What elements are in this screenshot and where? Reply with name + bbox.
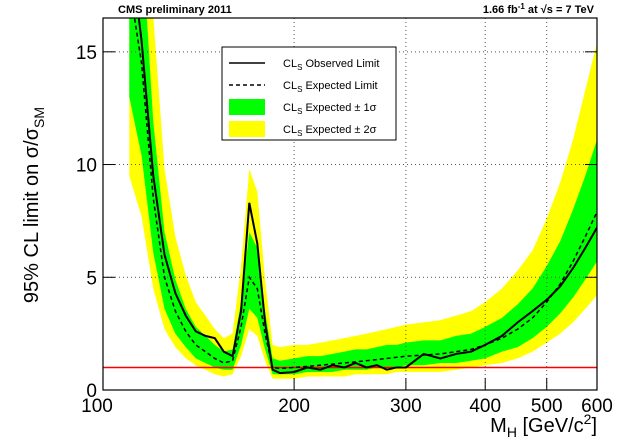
legend-name: Expected ± 2σ [302, 124, 376, 136]
expected-line [133, 18, 597, 370]
y-label-sub: SM [31, 107, 47, 128]
at: at [525, 4, 541, 16]
legend-label: CLS Expected ± 2σ [283, 124, 377, 138]
legend-name: Expected Limit [302, 80, 377, 92]
x-tick-label: 400 [469, 396, 501, 417]
curves [103, 18, 597, 375]
energy: √s = 7 TeV [541, 4, 595, 16]
x-tick-label: 200 [278, 396, 310, 417]
lumi-sup: -1 [518, 2, 526, 11]
y-tick-label: 10 [76, 156, 97, 177]
x-tick-label: 500 [531, 396, 563, 417]
y-tick-label: 15 [76, 43, 97, 64]
legend-prefix: CL [283, 102, 297, 114]
observed-line [137, 18, 597, 375]
legend-prefix-sub: S [297, 63, 302, 72]
legend-label: CLS Observed Limit [283, 58, 379, 72]
x-label-end: ] [591, 415, 597, 437]
sigma-band [129, 18, 597, 375]
title-right: 1.66 fb-1 at √s = 7 TeV [483, 2, 595, 16]
lumi: 1.66 fb [483, 4, 518, 16]
legend-label: CLS Expected ± 1σ [283, 102, 377, 116]
y-axis-label: 95% CL limit on σ/σSM [21, 107, 47, 303]
x-tick-label: 100 [81, 396, 113, 417]
legend-prefix-sub: S [297, 85, 302, 94]
x-axis-label: MH [GeV/c2] [490, 411, 597, 440]
y-tick-label: 5 [86, 268, 97, 289]
legend-swatch [229, 99, 265, 115]
title-left: CMS preliminary 2011 [118, 4, 232, 16]
legend-label: CLS Expected Limit [283, 80, 378, 94]
legend-swatch [229, 121, 265, 137]
legend-name: Observed Limit [302, 58, 379, 70]
x-tick-label: 600 [581, 396, 613, 417]
legend-prefix: CL [283, 124, 297, 136]
legend-prefix: CL [283, 80, 297, 92]
x-label-main: M [490, 415, 507, 437]
legend-name: Expected ± 1σ [302, 102, 376, 114]
y-tick-label: 0 [86, 381, 97, 402]
x-label-sub: H [507, 424, 517, 440]
frame [102, 17, 598, 391]
legend-prefix-sub: S [297, 107, 302, 116]
y-label-main: 95% CL limit on σ/σ [21, 127, 43, 303]
x-label-unit: [GeV/c [517, 415, 584, 437]
x-tick-label: 300 [390, 396, 422, 417]
legend-prefix: CL [283, 58, 297, 70]
plot-area [129, 18, 597, 379]
x-label-sup: 2 [584, 411, 592, 427]
axes: 100 200 300 400 500 600 0 5 10 15 [76, 43, 613, 417]
legend-prefix-sub: S [297, 129, 302, 138]
